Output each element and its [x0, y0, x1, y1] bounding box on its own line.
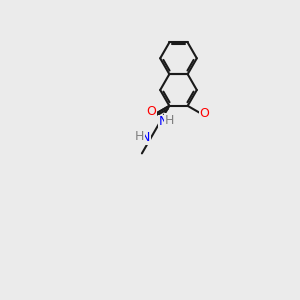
- Text: H: H: [135, 130, 144, 142]
- Text: H: H: [165, 114, 175, 127]
- Text: O: O: [199, 107, 209, 120]
- Text: N: N: [141, 131, 150, 144]
- Text: N: N: [159, 115, 169, 128]
- Text: O: O: [146, 105, 156, 118]
